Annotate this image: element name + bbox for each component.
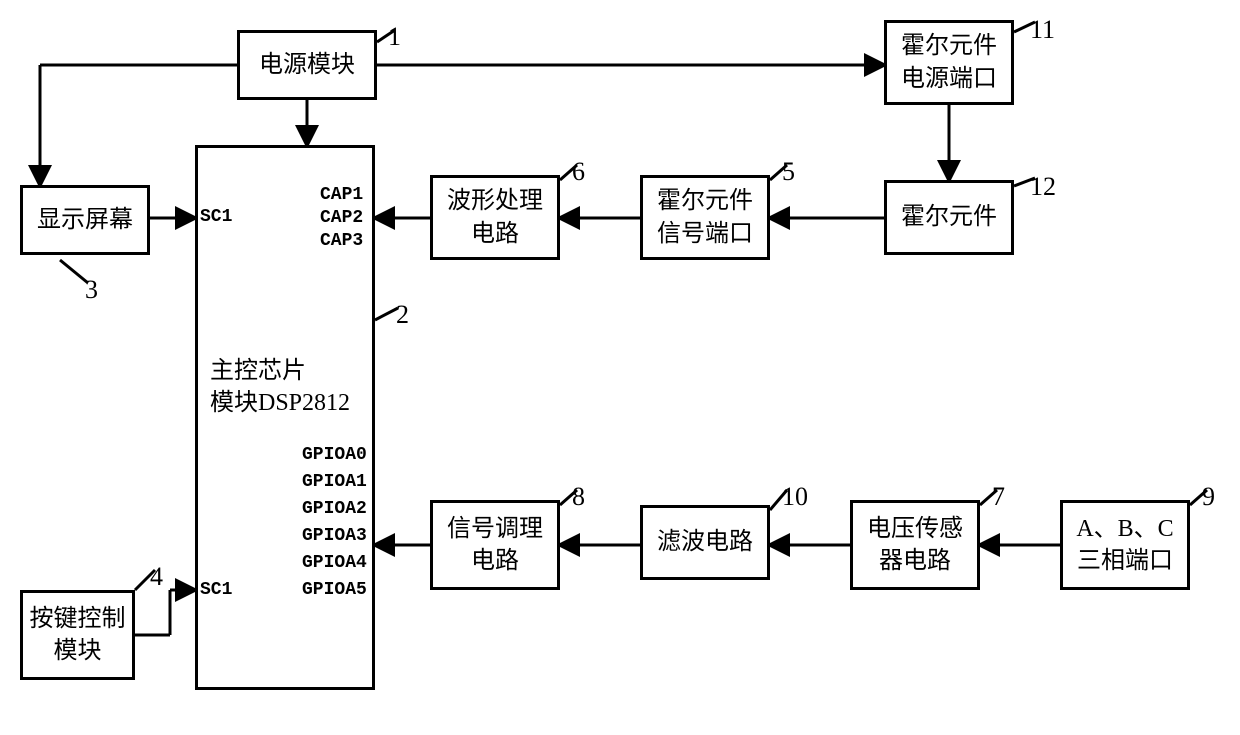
node-n3: 显示屏幕 [20,185,150,255]
refnum-8: 8 [572,482,585,512]
refnum-5: 5 [782,157,795,187]
refnum-3: 3 [85,275,98,305]
pin-cap3: CAP3 [320,231,363,251]
refnum-11: 11 [1030,15,1055,45]
pin-gpioa2: GPIOA2 [302,499,367,519]
refnum-2: 2 [396,300,409,330]
refnum-10: 10 [782,482,808,512]
pin-cap2: CAP2 [320,208,363,228]
node-n5: 霍尔元件信号端口 [640,175,770,260]
leader-11 [375,308,398,320]
mcu-title: 主控芯片模块DSP2812 [210,355,350,420]
refnum-1: 1 [388,22,401,52]
leader-5 [60,260,88,283]
pin-sc1_top: SC1 [200,207,232,227]
pin-gpioa0: GPIOA0 [302,445,367,465]
node-n9: A、B、C三相端口 [1060,500,1190,590]
wiring-layer [0,0,1240,735]
node-n6: 波形处理电路 [430,175,560,260]
refnum-6: 6 [572,157,585,187]
node-n4: 按键控制模块 [20,590,135,680]
refnum-9: 9 [1202,482,1215,512]
node-n10: 滤波电路 [640,505,770,580]
pin-gpioa5: GPIOA5 [302,580,367,600]
node-n1: 电源模块 [237,30,377,100]
refnum-12: 12 [1030,172,1056,202]
node-n7: 电压传感器电路 [850,500,980,590]
node-n12: 霍尔元件 [884,180,1014,255]
pin-gpioa1: GPIOA1 [302,472,367,492]
refnum-7: 7 [992,482,1005,512]
refnum-4: 4 [150,562,163,592]
pin-cap1: CAP1 [320,185,363,205]
node-n8: 信号调理电路 [430,500,560,590]
pin-gpioa3: GPIOA3 [302,526,367,546]
node-n11: 霍尔元件电源端口 [884,20,1014,105]
pin-sc1_bot: SC1 [200,580,232,600]
pin-gpioa4: GPIOA4 [302,553,367,573]
